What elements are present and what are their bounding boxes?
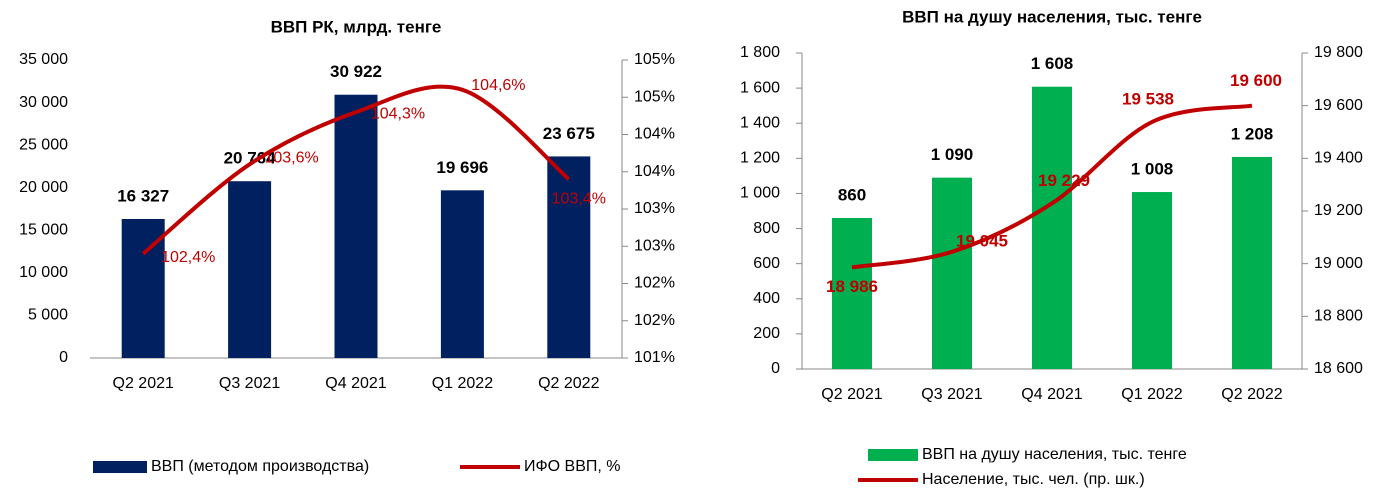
y2-tick-label: 18 800 xyxy=(1314,308,1363,325)
y-tick-label: 5 000 xyxy=(28,307,68,324)
y-tick-label: 1 400 xyxy=(740,114,780,131)
y2-tick-label: 102% xyxy=(634,275,675,292)
legend-label: Население, тыс. чел. (пр. шк.) xyxy=(922,471,1145,488)
line-label: 103,4% xyxy=(552,190,606,207)
y2-tick-label: 103% xyxy=(634,237,675,254)
bar xyxy=(547,156,591,358)
legend-swatch xyxy=(868,449,918,461)
legend-label: ВВП на душу населения, тыс. тенге xyxy=(922,446,1187,463)
chart-title: ВВП РК, млрд. тенге xyxy=(271,17,442,36)
y-tick-label: 30 000 xyxy=(19,94,68,111)
bar xyxy=(932,177,972,369)
y-tick-label: 1 200 xyxy=(740,150,780,167)
y2-tick-label: 104% xyxy=(634,126,675,143)
y-tick-label: 0 xyxy=(771,360,780,377)
y-tick-label: 400 xyxy=(753,290,780,307)
y2-tick-label: 103% xyxy=(634,200,675,217)
y-tick-label: 1 600 xyxy=(740,79,780,96)
y2-tick-label: 18 600 xyxy=(1314,360,1363,377)
x-tick-label: Q4 2021 xyxy=(325,375,386,392)
bar-label: 30 922 xyxy=(330,62,382,81)
line-label: 103,6% xyxy=(264,150,318,167)
line xyxy=(141,84,571,256)
y2-tick-label: 19 200 xyxy=(1314,202,1363,219)
y2-tick-label: 19 600 xyxy=(1314,97,1363,114)
y-tick-label: 800 xyxy=(753,220,780,237)
bar xyxy=(1032,86,1072,369)
line-label: 19 538 xyxy=(1122,89,1174,108)
y-tick-label: 10 000 xyxy=(19,264,68,281)
bar-label: 860 xyxy=(838,186,866,205)
y2-tick-label: 104% xyxy=(634,163,675,180)
bar-label: 1 090 xyxy=(931,145,974,164)
y2-tick-label: 19 800 xyxy=(1314,44,1363,61)
line-label: 19 600 xyxy=(1230,71,1282,90)
y-tick-label: 1 800 xyxy=(740,44,780,61)
line-label: 19 229 xyxy=(1038,171,1090,190)
legend-label: ВВП (методом производства) xyxy=(151,458,369,475)
bar-label: 1 008 xyxy=(1131,160,1174,179)
bar xyxy=(1132,192,1172,369)
x-tick-label: Q2 2021 xyxy=(113,375,174,392)
bar-label: 1 208 xyxy=(1231,124,1274,143)
y-tick-label: 600 xyxy=(753,255,780,272)
chart-title: ВВП на душу населения, тыс. тенге xyxy=(902,7,1202,26)
bar-label: 16 327 xyxy=(117,186,169,205)
y-tick-label: 200 xyxy=(753,325,780,342)
line-label: 18 986 xyxy=(826,277,878,296)
line-label: 104,3% xyxy=(371,105,425,122)
bar xyxy=(440,190,484,358)
bar-label: 23 675 xyxy=(543,124,595,143)
y-tick-label: 20 000 xyxy=(19,179,68,196)
x-tick-label: Q2 2021 xyxy=(821,386,882,403)
x-tick-label: Q4 2021 xyxy=(1021,386,1082,403)
x-tick-label: Q1 2022 xyxy=(1121,386,1182,403)
x-tick-label: Q3 2021 xyxy=(921,386,982,403)
bar xyxy=(228,181,272,358)
line-label: 104,6% xyxy=(471,77,525,94)
line-label: 19 045 xyxy=(956,231,1008,250)
y-tick-label: 35 000 xyxy=(19,51,68,68)
y2-tick-label: 101% xyxy=(634,349,675,366)
y2-tick-label: 19 400 xyxy=(1314,150,1363,167)
y-tick-label: 1 000 xyxy=(740,185,780,202)
y2-tick-label: 19 000 xyxy=(1314,255,1363,272)
y2-tick-label: 105% xyxy=(634,88,675,105)
legend-label: ИФО ВВП, % xyxy=(524,458,621,475)
bar xyxy=(334,94,378,359)
y2-tick-label: 105% xyxy=(634,51,675,68)
y-tick-label: 0 xyxy=(59,349,68,366)
x-tick-label: Q2 2022 xyxy=(1221,386,1282,403)
y-tick-label: 15 000 xyxy=(19,222,68,239)
x-tick-label: Q3 2021 xyxy=(219,375,280,392)
line xyxy=(851,103,1253,270)
bar-label: 19 696 xyxy=(436,158,488,177)
y2-tick-label: 102% xyxy=(634,312,675,329)
bar xyxy=(832,218,872,369)
x-tick-label: Q2 2022 xyxy=(538,375,599,392)
bar xyxy=(1232,156,1272,369)
x-tick-label: Q1 2022 xyxy=(432,375,493,392)
bar-label: 1 608 xyxy=(1031,54,1074,73)
legend-swatch xyxy=(93,461,147,473)
y-tick-label: 25 000 xyxy=(19,136,68,153)
line-label: 102,4% xyxy=(161,249,215,266)
